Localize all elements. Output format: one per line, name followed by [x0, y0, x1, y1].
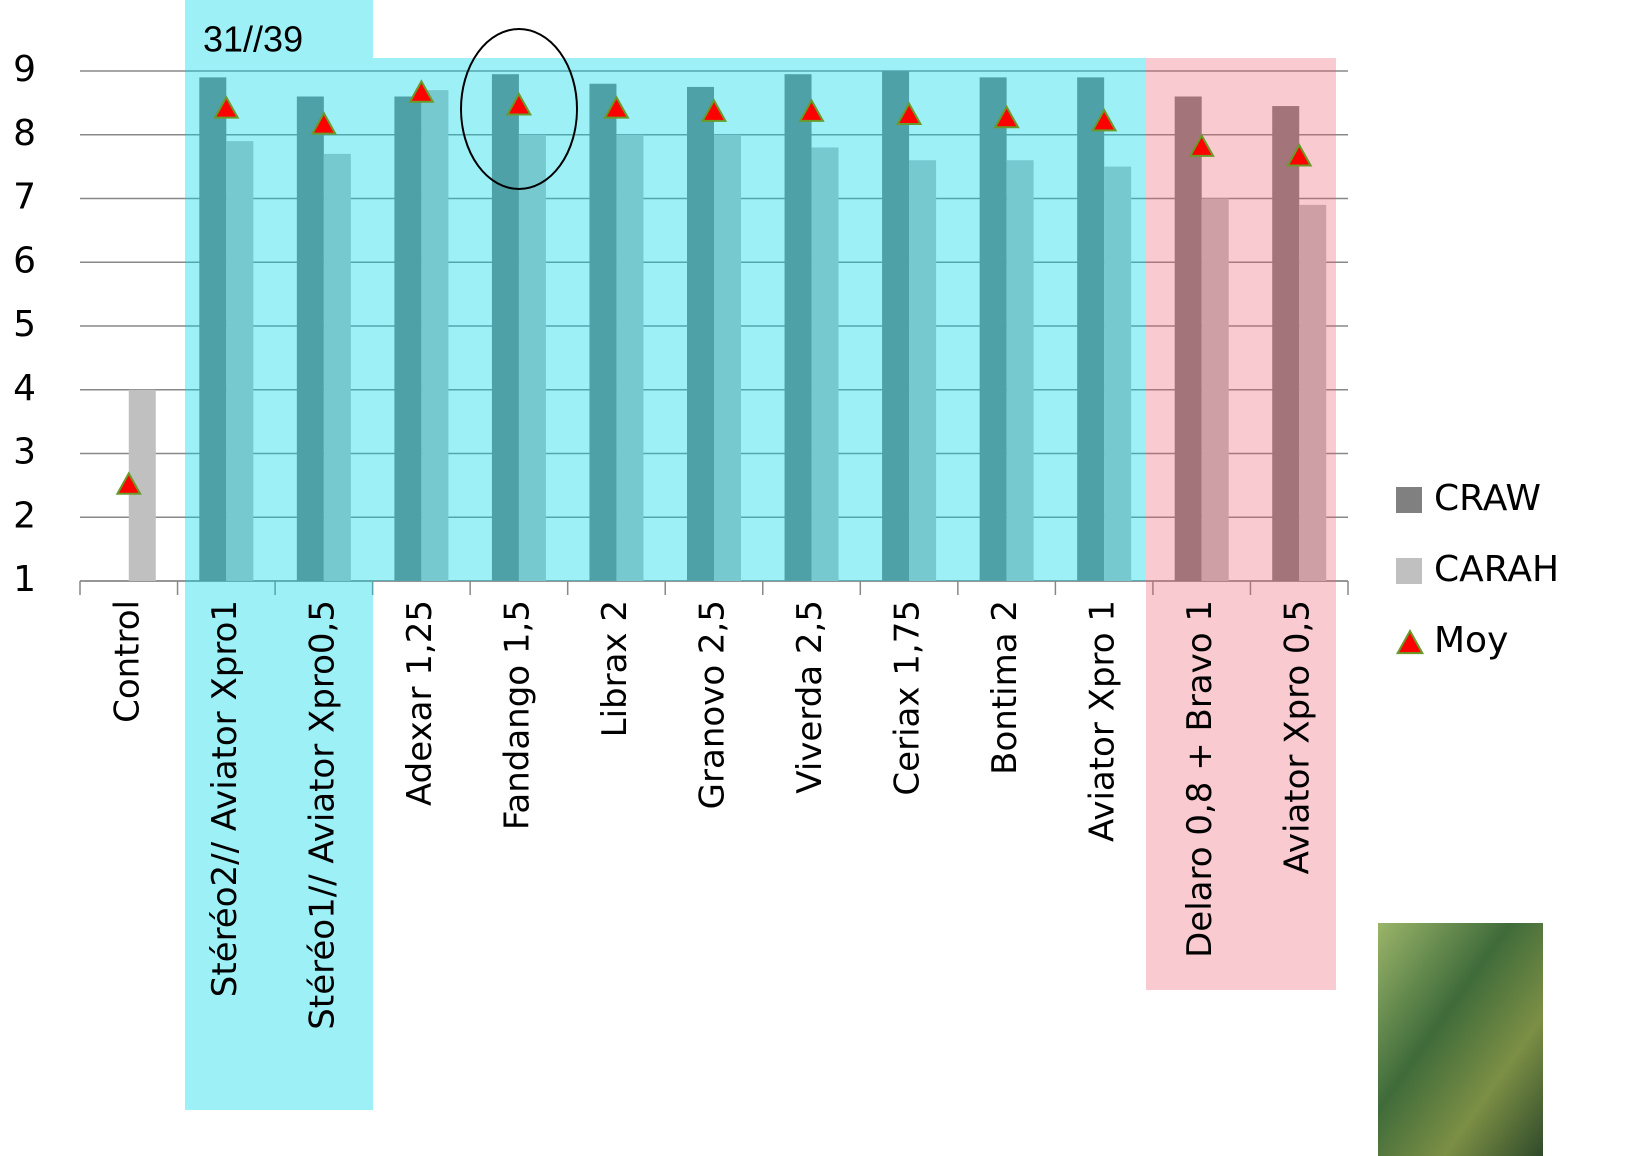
bar: [589, 83, 617, 581]
x-tick-label: Bontima 2: [985, 600, 1025, 775]
marker: [993, 104, 1020, 129]
bar: [811, 147, 839, 581]
marker: [1091, 107, 1118, 132]
bar: [687, 86, 714, 581]
bar: [1299, 204, 1327, 581]
legend-marker: [1395, 628, 1425, 655]
y-tick-label: 8: [13, 113, 36, 154]
x-tick-label: Aviator Xpro 1: [1083, 600, 1123, 842]
y-tick-label: 6: [13, 240, 36, 281]
annotation: 31//39: [203, 19, 303, 60]
marker: [603, 95, 630, 119]
marker: [115, 471, 142, 495]
bar: [1104, 166, 1132, 581]
bar: [1174, 96, 1202, 581]
bar: [421, 90, 449, 581]
y-tick-label: 9: [13, 49, 36, 90]
bar: [518, 134, 546, 581]
y-tick-label: 3: [13, 432, 36, 473]
legend-label: CARAH: [1434, 549, 1559, 590]
bar: [1272, 106, 1300, 581]
marker: [505, 92, 533, 116]
x-tick-label: Fandango 1,5: [497, 600, 537, 830]
bar: [226, 141, 254, 581]
marker: [310, 111, 337, 135]
bar: [491, 74, 519, 581]
x-tick-label: Librax 2: [595, 600, 635, 737]
x-tick-label: Granovo 2,5: [693, 600, 733, 809]
legend-label: Moy: [1434, 620, 1508, 661]
bar: [979, 77, 1007, 581]
bar: [1077, 77, 1105, 581]
marker: [895, 101, 923, 126]
photo: [1378, 923, 1543, 1156]
x-tick-label: Control: [107, 600, 147, 723]
bar: [882, 71, 910, 581]
highlight-circle: [460, 28, 578, 190]
highlight: [373, 58, 1146, 581]
bar: [323, 153, 351, 581]
y-tick-label: 1: [13, 559, 36, 600]
x-tick-label: Delaro 0,8 + Bravo 1: [1180, 600, 1220, 958]
legend-swatch: [1396, 487, 1422, 513]
bar: [909, 160, 937, 581]
bar: [616, 134, 644, 581]
marker: [798, 98, 825, 122]
x-tick-label: Aviator Xpro 0,5: [1278, 600, 1318, 874]
marker: [1188, 133, 1215, 157]
bar: [1006, 160, 1034, 581]
y-tick-label: 2: [13, 495, 36, 536]
x-tick-label: Ceriax 1,75: [888, 600, 928, 796]
bar: [199, 77, 227, 581]
legend-swatch: [1396, 558, 1422, 584]
bar: [714, 134, 741, 581]
x-tick-label: Adexar 1,25: [400, 600, 440, 806]
y-tick-label: 5: [13, 304, 36, 345]
highlight: [1146, 58, 1336, 990]
legend-label: CRAW: [1434, 478, 1541, 519]
marker: [700, 98, 728, 122]
x-tick-label: Stéréo1// Aviator Xpro0,5: [302, 600, 342, 1030]
bar: [784, 74, 812, 581]
x-tick-label: Viverda 2,5: [790, 600, 830, 794]
highlight: [185, 0, 373, 1110]
marker: [213, 95, 240, 119]
bar: [1201, 198, 1229, 581]
bar: [296, 96, 324, 581]
y-tick-label: 4: [13, 368, 36, 409]
marker: [1286, 143, 1313, 167]
x-tick-label: Stéréo2// Aviator Xpro1: [205, 600, 245, 997]
bar: [394, 96, 422, 581]
marker: [408, 79, 435, 103]
y-tick-label: 7: [13, 177, 36, 218]
